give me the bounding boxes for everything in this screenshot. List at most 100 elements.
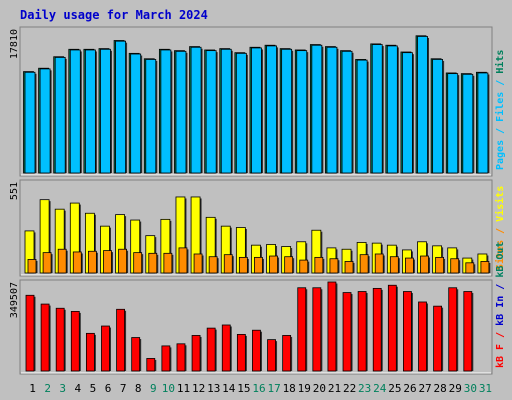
axis-label-segment: Visits xyxy=(494,186,506,222)
panel-axis-label: kB F / kB In / kB Out xyxy=(495,242,506,368)
day-label-13: 13 xyxy=(207,382,220,395)
day-label-20: 20 xyxy=(313,382,326,395)
bar-files-day-27 xyxy=(417,36,428,174)
axis-label-segment: / xyxy=(495,222,506,240)
bar-sites-day-3 xyxy=(57,248,67,274)
day-label-8: 8 xyxy=(135,382,142,395)
bar-kbf-day-5 xyxy=(85,332,95,372)
bar-sites-day-7 xyxy=(118,248,127,274)
day-label-19: 19 xyxy=(298,382,311,395)
chart-panels: 17810 Pages / Files / Hits 551 Sites / Visi… xyxy=(9,26,506,375)
axis-label-segment: / xyxy=(495,74,506,92)
bar-files-day-26 xyxy=(402,52,413,174)
bar-files-day-6 xyxy=(100,48,111,174)
bar-kbf-day-1 xyxy=(25,294,35,372)
bar-kbf-day-27 xyxy=(418,301,427,372)
bar-kbf-day-9 xyxy=(146,358,156,372)
day-label-27: 27 xyxy=(418,382,431,395)
day-label-11: 11 xyxy=(177,382,190,395)
axis-label-segment: / xyxy=(495,122,506,140)
day-label-29: 29 xyxy=(449,382,462,395)
bar-sites-day-20 xyxy=(314,256,324,274)
bar-files-day-29 xyxy=(447,73,459,174)
bar-sites-day-30 xyxy=(465,262,475,274)
day-label-7: 7 xyxy=(120,382,127,395)
bar-files-day-28 xyxy=(432,59,444,174)
day-label-3: 3 xyxy=(59,382,66,395)
panel-max-label: 551 xyxy=(9,182,20,200)
bar-kbf-day-14 xyxy=(221,324,231,372)
bar-kbf-day-10 xyxy=(161,345,171,372)
bar-files-day-22 xyxy=(341,50,353,174)
day-label-23: 23 xyxy=(358,382,371,395)
day-label-26: 26 xyxy=(403,382,416,395)
bar-sites-day-1 xyxy=(27,259,37,274)
bar-files-day-30 xyxy=(462,73,474,174)
bar-sites-day-21 xyxy=(329,258,339,274)
day-label-16: 16 xyxy=(252,382,265,395)
day-label-28: 28 xyxy=(434,382,447,395)
panel-kbytes: 349507 kB F / kB In / kB Out xyxy=(9,242,506,375)
bar-sites-day-26 xyxy=(405,257,414,274)
bar-kbf-day-11 xyxy=(176,343,186,372)
bar-sites-day-11 xyxy=(178,247,188,274)
bar-kbf-day-7 xyxy=(116,308,125,372)
bar-files-day-9 xyxy=(145,59,157,174)
bar-kbf-day-8 xyxy=(131,337,141,372)
bar-kbf-day-3 xyxy=(55,307,65,372)
day-label-10: 10 xyxy=(162,382,175,395)
day-label-17: 17 xyxy=(267,382,280,395)
bar-sites-day-6 xyxy=(103,250,112,274)
bar-kbf-day-23 xyxy=(357,291,367,372)
bar-kbf-day-28 xyxy=(433,305,443,372)
bar-kbf-day-26 xyxy=(403,291,412,372)
bar-sites-day-17 xyxy=(269,255,278,274)
day-label-30: 30 xyxy=(464,382,477,395)
day-label-15: 15 xyxy=(237,382,250,395)
bar-files-day-16 xyxy=(251,47,262,174)
bar-sites-day-18 xyxy=(284,256,294,274)
bar-kbf-day-25 xyxy=(387,284,397,372)
day-label-31: 31 xyxy=(479,382,492,395)
bar-sites-day-16 xyxy=(254,256,263,274)
bar-sites-day-29 xyxy=(450,258,460,274)
day-label-2: 2 xyxy=(44,382,51,395)
axis-label-segment: kB F xyxy=(495,344,506,368)
bar-files-day-21 xyxy=(326,46,338,174)
bar-kbf-day-6 xyxy=(101,325,110,372)
axis-label-segment: Pages xyxy=(495,140,506,170)
bar-files-day-8 xyxy=(130,53,142,174)
bar-kbf-day-13 xyxy=(206,327,216,372)
bar-kbf-day-17 xyxy=(267,339,276,372)
day-label-25: 25 xyxy=(388,382,401,395)
bar-sites-day-25 xyxy=(389,256,399,274)
bar-sites-day-15 xyxy=(238,256,248,274)
bar-kbf-day-21 xyxy=(327,281,337,372)
bar-files-day-25 xyxy=(386,45,398,174)
bar-kbf-day-18 xyxy=(282,335,292,372)
bar-sites-day-8 xyxy=(133,252,143,274)
bar-sites-day-9 xyxy=(148,252,158,274)
bar-kbf-day-2 xyxy=(40,303,50,372)
bar-sites-day-10 xyxy=(163,252,173,274)
bar-kbf-day-15 xyxy=(236,333,246,372)
axis-label-segment: kB In xyxy=(495,296,506,326)
bar-sites-day-19 xyxy=(299,259,309,274)
bar-kbf-day-4 xyxy=(70,310,80,372)
bar-kbf-day-20 xyxy=(312,287,322,372)
axis-label-segment: Sites xyxy=(494,240,506,270)
bar-kbf-day-29 xyxy=(448,287,458,372)
bar-sites-day-4 xyxy=(72,251,82,274)
bar-files-day-2 xyxy=(39,68,51,174)
bar-files-day-24 xyxy=(371,44,383,174)
bar-files-day-10 xyxy=(160,49,172,174)
day-label-6: 6 xyxy=(105,382,112,395)
bar-files-day-19 xyxy=(296,50,308,174)
bar-files-day-4 xyxy=(69,49,81,174)
panel-max-label: 17810 xyxy=(9,29,20,59)
bar-files-day-1 xyxy=(24,71,36,174)
day-label-1: 1 xyxy=(29,382,36,395)
day-label-18: 18 xyxy=(283,382,296,395)
bar-sites-day-23 xyxy=(359,254,369,274)
